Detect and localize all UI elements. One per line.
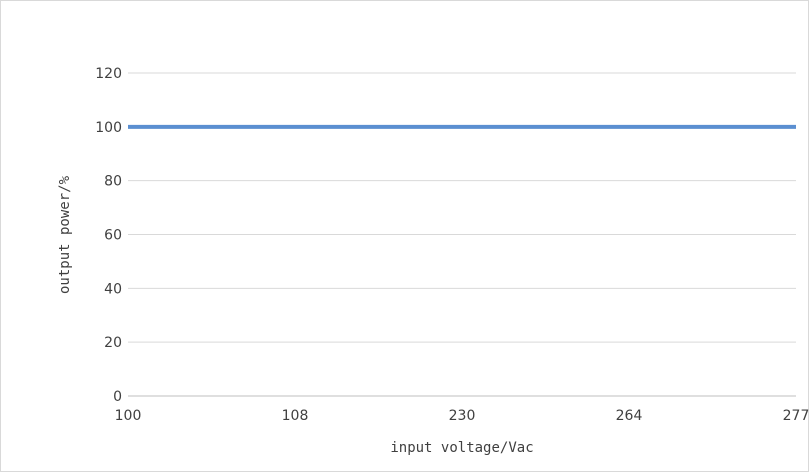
x-tick-label: 100 (115, 408, 142, 424)
y-tick-labels: 0 20 40 60 80 100 120 (95, 66, 122, 405)
y-tick-label: 40 (104, 281, 122, 297)
y-tick-label: 120 (95, 66, 122, 82)
x-tick-label: 108 (282, 408, 309, 424)
gridlines (128, 72, 796, 343)
y-tick-label: 100 (95, 120, 122, 136)
x-tick-labels: 100 108 230 264 277 (115, 408, 809, 424)
x-tick-label: 264 (616, 408, 643, 424)
y-tick-label: 20 (104, 335, 122, 351)
y-tick-label: 0 (113, 389, 122, 405)
y-tick-label: 80 (104, 174, 122, 190)
x-tick-label: 277 (783, 408, 809, 424)
y-axis-title: output power/% (57, 175, 73, 294)
y-tick-label: 60 (104, 228, 122, 244)
x-tick-label: 230 (449, 408, 476, 424)
x-axis-title: input voltage/Vac (390, 440, 533, 456)
